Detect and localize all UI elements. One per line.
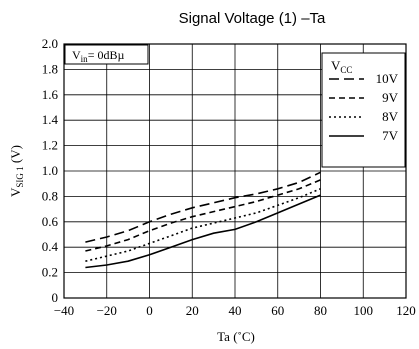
legend-box (321, 52, 406, 168)
y-axis-label-sub: SIG 1 (15, 166, 25, 187)
x-tick-label: 40 (229, 303, 242, 318)
legend-label-7V: 7V (382, 128, 399, 143)
y-tick-label: 1.6 (42, 87, 59, 102)
x-tick-label: 0 (146, 303, 153, 318)
y-tick-label: 0.4 (42, 239, 59, 254)
legend-label-8V: 8V (382, 109, 399, 124)
y-tick-label: 1.8 (42, 61, 58, 76)
x-axis-label: Ta (˚C) (217, 329, 255, 344)
plot-frame (63, 43, 407, 299)
y-axis-label-unit: (V) (8, 145, 23, 166)
series-line-7V (85, 194, 321, 269)
y-tick-label: 1.4 (42, 112, 59, 127)
series-line-10V (85, 171, 321, 243)
x-tick-label: 60 (271, 303, 284, 318)
legend-title: VCC (331, 58, 352, 75)
y-tick-label: 0.8 (42, 188, 58, 203)
x-tick-label: −20 (97, 303, 117, 318)
annotation-main: V (72, 48, 81, 62)
annotation-box (64, 44, 149, 65)
y-tick-label: 1.2 (42, 138, 58, 153)
y-tick-label: 0.6 (42, 214, 59, 229)
legend: 10V 9V 8V 7V (329, 71, 399, 143)
legend-title-main: V (331, 58, 341, 73)
y-tick-label: 0.2 (42, 265, 58, 280)
annotation-rest: = 0dBµ (88, 48, 125, 62)
legend-label-10V: 10V (376, 71, 399, 86)
y-axis-label: VSIG 1 (V) (8, 145, 25, 197)
y-ticks: 0 0.2 0.4 0.6 0.8 1.0 1.2 1.4 1.6 1.8 2.0 (42, 36, 59, 305)
series-lines (85, 171, 321, 269)
legend-title-sub: CC (340, 65, 352, 75)
y-tick-label: 0 (52, 290, 59, 305)
x-tick-label: 120 (396, 303, 416, 318)
x-tick-label: −40 (54, 303, 74, 318)
y-tick-label: 1.0 (42, 163, 58, 178)
x-ticks: −40 −20 0 20 40 60 80 100 120 (54, 303, 416, 318)
y-tick-label: 2.0 (42, 36, 58, 51)
legend-label-9V: 9V (382, 90, 399, 105)
series-line-8V (85, 188, 321, 262)
y-axis-label-main: V (8, 187, 23, 197)
x-tick-label: 100 (354, 303, 374, 318)
x-tick-label: 80 (314, 303, 327, 318)
series-line-9V (85, 179, 321, 252)
annotation-sub: in (81, 54, 89, 64)
x-tick-label: 20 (186, 303, 199, 318)
annotation: Vin= 0dBµ (72, 48, 124, 64)
chart-title: Signal Voltage (1) –Ta (179, 10, 326, 27)
